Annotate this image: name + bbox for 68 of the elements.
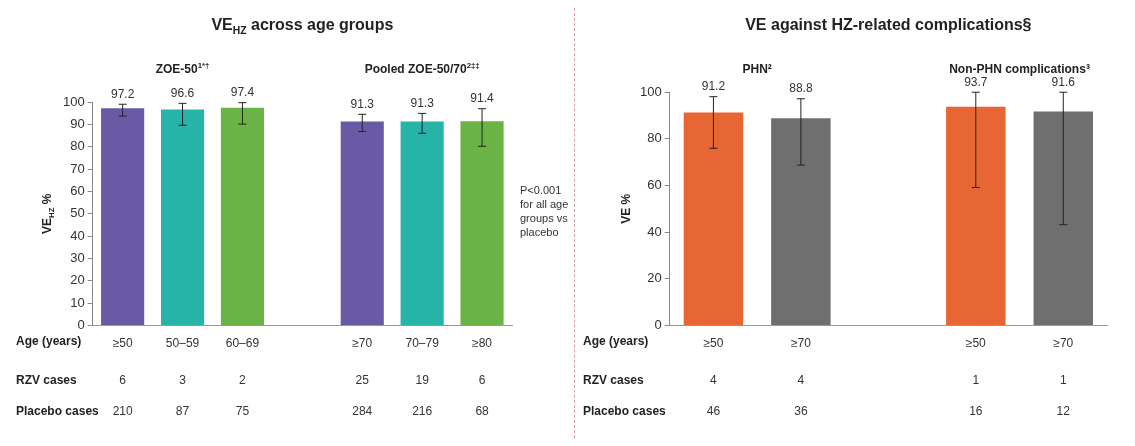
y-tick-label: 50 (70, 205, 85, 221)
x-axis-title: Age (years) (583, 333, 649, 348)
data-label: 91.2 (701, 78, 726, 93)
text: Placebo cases (16, 403, 100, 418)
x-tick-label: ≥50 (112, 336, 133, 351)
data-label: 88.8 (789, 81, 813, 96)
data-label: 93.7 (964, 74, 988, 89)
text: 75 (235, 403, 250, 418)
text: 1 (972, 372, 980, 387)
text: 4 (797, 372, 805, 387)
text: RZV cases (16, 372, 78, 387)
x-tick-label: ≥50 (703, 336, 724, 351)
text: 19 (415, 372, 430, 387)
text: 6 (119, 372, 127, 387)
text: P<0.001 for all age groups vs placebo (520, 184, 569, 239)
data-label: 91.3 (410, 95, 435, 110)
x-axis-title: Age (years) (16, 333, 82, 348)
text: 4 (710, 372, 718, 387)
y-tick-label: 90 (70, 115, 85, 131)
text: 36 (794, 403, 808, 418)
text: 46 (706, 403, 721, 418)
y-tick-label: 40 (70, 227, 85, 243)
data-label: 97.4 (230, 84, 255, 99)
text: 3 (179, 372, 187, 387)
y-tick-label: 40 (647, 223, 662, 239)
x-tick-label: ≥50 (965, 336, 987, 351)
y-tick-label: 100 (62, 93, 85, 109)
x-tick-label: ≥70 (790, 336, 812, 351)
data-label: 97.2 (110, 86, 135, 101)
y-tick-label: 0 (654, 317, 662, 333)
y-tick-label: 60 (70, 183, 85, 199)
y-tick-label: 100 (639, 83, 662, 99)
data-label: 91.3 (350, 96, 375, 111)
text: 25 (355, 372, 370, 387)
x-tick-label: 50–59 (165, 336, 200, 351)
text: PHN² (742, 62, 772, 77)
x-tick-label: ≥70 (1053, 336, 1074, 351)
y-axis-title: VE % (619, 193, 634, 224)
chart-title: VE against HZ-related complications§ (745, 16, 1032, 34)
y-tick-label: 10 (70, 294, 85, 310)
y-tick-label: 60 (647, 177, 662, 193)
data-label: 91.6 (1051, 74, 1076, 89)
text: 216 (412, 403, 433, 418)
x-tick-label: 70–79 (405, 336, 440, 351)
x-tick-label: ≥80 (472, 336, 493, 351)
text: 12 (1056, 403, 1071, 418)
text: Non-PHN complications³ (949, 62, 1090, 77)
text: Placebo cases (583, 403, 667, 418)
text: RZV cases (583, 372, 645, 387)
x-tick-label: 60–69 (225, 336, 260, 351)
y-tick-label: 70 (70, 160, 85, 176)
text: 284 (352, 403, 373, 418)
text: 68 (475, 403, 490, 418)
y-tick-label: 0 (77, 317, 85, 333)
text: 6 (478, 372, 486, 387)
text: 2 (239, 372, 247, 387)
y-tick-label: 20 (647, 270, 662, 286)
y-tick-label: 20 (70, 272, 85, 288)
text: 210 (112, 403, 133, 418)
y-tick-label: 80 (647, 130, 662, 146)
text: 1 (1059, 372, 1067, 387)
text: 87 (175, 403, 190, 418)
data-label: 96.6 (170, 85, 195, 100)
text: 16 (969, 403, 983, 418)
y-tick-label: 30 (70, 250, 85, 266)
data-label: 91.4 (470, 91, 495, 106)
x-tick-label: ≥70 (352, 336, 373, 351)
y-tick-label: 80 (70, 138, 85, 154)
